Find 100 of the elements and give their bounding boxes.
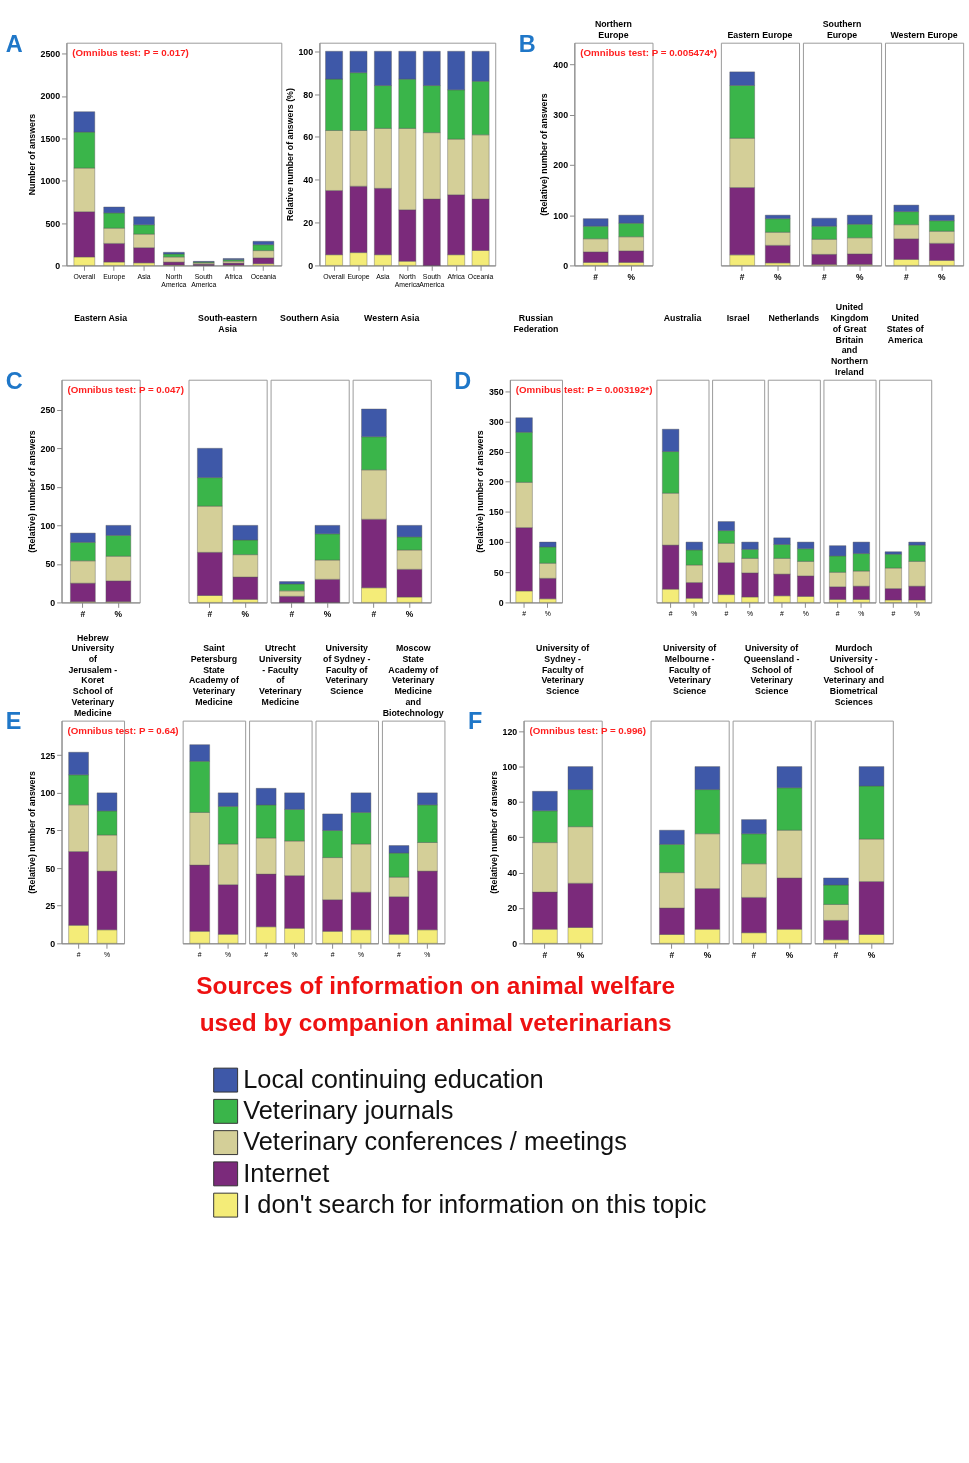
x-tick-label: % — [773, 271, 782, 282]
x-tick-label: # — [739, 271, 745, 282]
y-tick-label: 50 — [45, 559, 56, 570]
y-tick-label: 25 — [45, 901, 56, 912]
annotation: (Omnibus test: P = 0.003192*) — [515, 384, 653, 396]
x-tick-label: % — [405, 608, 414, 619]
annotation: (Omnibus test: P = 0.047) — [67, 384, 184, 396]
chart-title: South-eastern Asia — [198, 313, 258, 334]
y-tick-label: 300 — [553, 110, 569, 121]
y-tick-label: 100 — [502, 762, 518, 772]
y-tick-label: 0 — [512, 938, 518, 949]
y-tick-label: 100 — [298, 46, 314, 57]
chart-title: Northern Europe — [594, 19, 632, 40]
chart-title: Western Asia — [364, 313, 420, 324]
legend-label: Veterinary conferences / meetings — [243, 1127, 627, 1156]
x-tick-label: % — [241, 608, 250, 619]
y-tick-label: 100 — [553, 210, 569, 221]
chart-title: University of Sydney - Faculty of Veterinary Science — [536, 643, 590, 697]
y-axis-title: (Relative) number of answers — [539, 93, 550, 216]
y-tick-label: 50 — [45, 863, 56, 874]
y-tick-label: 100 — [488, 537, 504, 548]
y-tick-label: 200 — [40, 443, 56, 454]
y-tick-label: 125 — [40, 750, 56, 761]
chart-title: University of Sydney - Faculty of Veterinary Science — [323, 643, 371, 697]
y-tick-label: 50 — [493, 567, 504, 578]
annotation: (Omnibus test: P = 0.996) — [529, 725, 647, 737]
text: C — [5, 367, 23, 394]
chart-title: United States of America — [886, 313, 924, 345]
text: Sources of information on animal welfare used by companion animal veterinarians — [196, 972, 676, 1037]
x-tick-label: # — [80, 608, 86, 619]
text: E — [5, 708, 22, 735]
y-tick-label: 20 — [303, 218, 314, 229]
chart-title: University of Queensland - School of Veterinary Science — [743, 643, 800, 697]
x-tick-label: % — [856, 271, 864, 282]
x-tick-label: % — [576, 949, 585, 960]
y-axis-title: (Relative) number of answers — [26, 771, 37, 894]
x-tick-label: % — [785, 949, 794, 960]
text: D — [454, 367, 472, 394]
text: F — [467, 708, 483, 735]
chart-title: Netherlands — [768, 313, 820, 324]
y-tick-label: 200 — [488, 477, 504, 488]
y-tick-label: 0 — [50, 938, 56, 949]
x-tick-label: # — [371, 608, 377, 619]
x-tick-label: # — [593, 271, 599, 282]
chart-title: Russian Federation — [513, 313, 559, 334]
y-tick-label: 500 — [45, 218, 61, 229]
chart-title: Utrecht University - Faculty of Veterinary Medicine — [259, 643, 302, 707]
legend-label: I don't search for information on this topic — [243, 1189, 707, 1218]
y-tick-label: 100 — [40, 520, 56, 531]
y-tick-label: 400 — [553, 59, 569, 70]
y-tick-label: 250 — [488, 446, 504, 457]
x-tick-label: % — [703, 949, 712, 960]
y-axis-title: Number of answers — [26, 113, 37, 196]
y-tick-label: 75 — [45, 825, 56, 836]
text: A — [5, 30, 23, 57]
y-tick-label: 0 — [308, 260, 314, 271]
legend-label: Local continuing education — [243, 1064, 544, 1093]
y-tick-label: 150 — [40, 482, 56, 493]
x-tick-label: # — [821, 271, 827, 282]
chart-title: Southern Asia — [280, 313, 340, 324]
x-tick-label: # — [289, 608, 295, 619]
y-tick-label: 120 — [502, 726, 518, 737]
y-axis-title: (Relative) number of answers — [488, 771, 499, 894]
chart-title: Moscow State Academy of Veterinary Medicine and Biotechnology — [382, 643, 444, 718]
chart-title: United Kingdom of Great Britain and Northern Ireland — [830, 302, 869, 377]
chart-title: University of Melbourne - Faculty of Veterinary Science — [663, 643, 717, 697]
x-tick-label: % — [323, 608, 332, 619]
y-tick-label: 20 — [507, 903, 518, 914]
y-tick-label: 80 — [303, 89, 314, 100]
chart-title: Saint Petersburg State Academy of Veterinary Medicine — [189, 643, 239, 707]
y-tick-label: 0 — [498, 597, 504, 608]
chart-title: Israel — [726, 313, 750, 324]
y-tick-label: 100 — [40, 788, 56, 799]
y-tick-label: 350 — [488, 386, 504, 397]
x-tick-label: % — [627, 271, 636, 282]
x-tick-label: # — [751, 949, 757, 960]
y-tick-label: 1000 — [40, 176, 61, 187]
y-tick-label: 0 — [55, 260, 61, 271]
y-axis-title: (Relative) number of answers — [26, 430, 37, 553]
y-axis-title: (Relative) number of answers — [475, 430, 486, 553]
y-tick-label: 200 — [553, 160, 569, 171]
x-tick-label: # — [542, 949, 548, 960]
x-tick-label: # — [207, 608, 213, 619]
text: B — [518, 30, 536, 57]
legend-label: Veterinary journals — [243, 1096, 454, 1125]
x-tick-label: # — [669, 949, 675, 960]
x-tick-label: # — [833, 949, 839, 960]
annotation: (Omnibus test: P = 0.017) — [72, 47, 189, 59]
y-tick-label: 0 — [50, 597, 56, 608]
y-tick-label: 250 — [40, 405, 56, 416]
chart-title: Murdoch University - School of Veterinary and Biometrical Sciences — [823, 643, 884, 707]
chart-title: Southern Europe — [822, 19, 862, 40]
annotation: (Omnibus test: P = 0.005474*) — [580, 47, 717, 59]
chart-title: Australia — [663, 313, 702, 324]
y-tick-label: 40 — [303, 175, 314, 186]
chart-title: Eastern Asia — [74, 313, 128, 324]
y-tick-label: 1500 — [40, 133, 61, 144]
chart-title: Hebrew University of Jerusalem - Koret School of Veterinary Medicine — [68, 632, 118, 718]
y-tick-label: 300 — [488, 416, 504, 427]
y-tick-label: 2000 — [40, 91, 61, 102]
